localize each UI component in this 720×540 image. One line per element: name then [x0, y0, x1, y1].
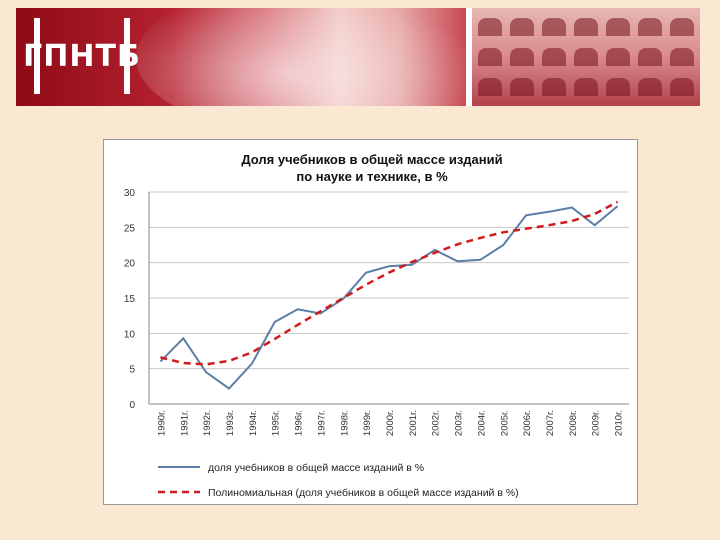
legend-label-trend: Полиномиальная (доля учебников в общей м…: [208, 487, 519, 499]
library-logo: ГПНТБ: [23, 18, 140, 94]
x-tick-label: 1993г.: [225, 410, 236, 436]
x-tick-label: 1999г.: [362, 410, 373, 436]
x-axis-ticks: 1990г. 1991г. 1992г. 1993г. 1994г. 1995г. 1996…: [156, 410, 624, 436]
x-tick-label: 2003г.: [454, 410, 465, 436]
x-tick-label: 2004г.: [476, 410, 487, 436]
x-tick-label: 1991г.: [179, 410, 190, 436]
building-windows-row: [478, 48, 694, 66]
x-tick-label: 1992г.: [202, 410, 213, 436]
series-line-trend: [160, 200, 619, 366]
chart-series: [159, 200, 619, 390]
y-tick-label: 10: [124, 329, 136, 340]
x-tick-label: 1994г.: [248, 410, 259, 436]
x-tick-label: 1996г.: [294, 410, 305, 436]
chart-grid: [148, 191, 629, 405]
x-tick-label: 2002г.: [431, 410, 442, 436]
building-windows-row: [478, 78, 694, 96]
chart-container: Доля учебников в общей массе изданий по …: [103, 139, 638, 505]
legend-label-data: доля учебников в общей массе изданий в %: [208, 462, 424, 474]
y-tick-label: 25: [124, 223, 136, 234]
x-tick-label: 2008г.: [568, 410, 579, 436]
chart-legend: доля учебников в общей массе изданий в %…: [158, 462, 519, 499]
page-highlight: [136, 8, 466, 106]
series-line-data: [159, 205, 619, 390]
x-tick-label: 1997г.: [316, 410, 327, 436]
x-tick-label: 2010г.: [614, 410, 625, 436]
x-tick-label: 1995г.: [271, 410, 282, 436]
y-tick-label: 0: [129, 400, 135, 411]
x-tick-label: 2009г.: [591, 410, 602, 436]
line-chart: Доля учебников в общей массе изданий по …: [124, 152, 629, 499]
chart-title-line-1: Доля учебников в общей массе изданий: [241, 152, 502, 167]
x-tick-label: 2000г.: [385, 410, 396, 436]
x-tick-label: 2005г.: [499, 410, 510, 436]
y-tick-label: 15: [124, 294, 136, 305]
x-tick-label: 2001г.: [408, 410, 419, 436]
y-tick-label: 20: [124, 259, 136, 270]
x-tick-label: 1990г.: [156, 410, 167, 436]
building-image: [472, 8, 700, 106]
building-windows-row: [478, 18, 694, 36]
y-tick-label: 5: [129, 365, 135, 376]
header-banner: ГПНТБ: [16, 8, 700, 106]
y-axis-ticks: 0 5 10 15 20 25 30: [124, 188, 136, 411]
x-tick-label: 1998г.: [339, 410, 350, 436]
y-tick-label: 30: [124, 188, 136, 199]
x-tick-label: 2007г.: [545, 410, 556, 436]
chart-title-line-2: по науке и технике, в %: [296, 169, 448, 184]
x-tick-label: 2006г.: [522, 410, 533, 436]
book-pages-image: ГПНТБ: [16, 8, 466, 106]
